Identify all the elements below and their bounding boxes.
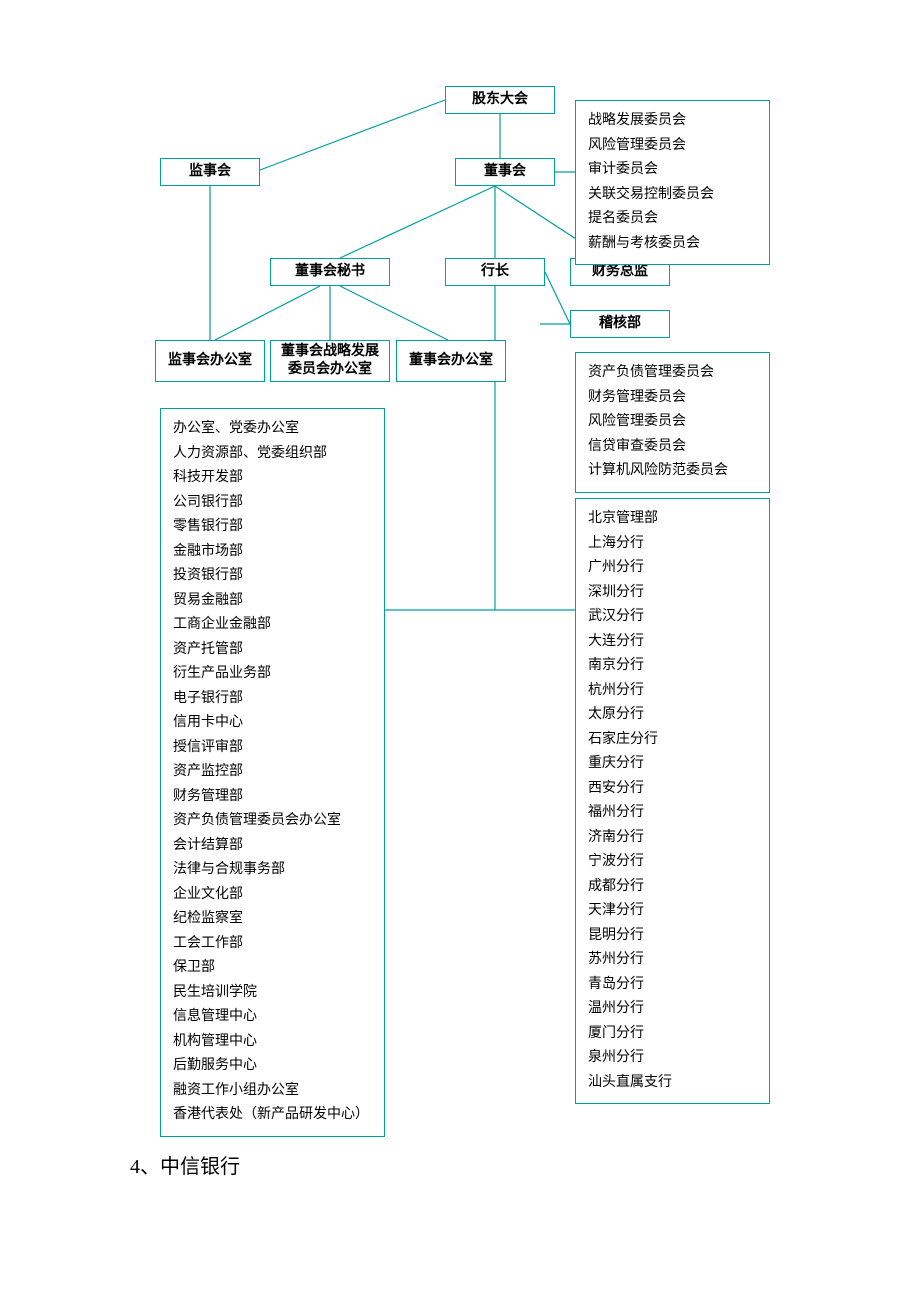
list-item: 重庆分行	[588, 752, 757, 777]
list-item: 深圳分行	[588, 581, 757, 606]
list-item: 贸易金融部	[173, 589, 372, 614]
list-item: 资产托管部	[173, 638, 372, 663]
list-item: 风险管理委员会	[588, 134, 757, 159]
list-item: 关联交易控制委员会	[588, 183, 757, 208]
node-strategy-office: 董事会战略发展委员会办公室	[270, 340, 390, 382]
committees-board: 战略发展委员会风险管理委员会审计委员会关联交易控制委员会提名委员会薪酬与考核委员…	[575, 100, 770, 265]
footer-heading: 4、中信银行	[130, 1150, 240, 1179]
list-item: 福州分行	[588, 801, 757, 826]
list-item: 石家庄分行	[588, 728, 757, 753]
node-audit-dept: 稽核部	[570, 310, 670, 338]
list-item: 天津分行	[588, 899, 757, 924]
node-shareholders: 股东大会	[445, 86, 555, 114]
edge-layer	[0, 0, 920, 1302]
list-item: 昆明分行	[588, 924, 757, 949]
list-item: 汕头直属支行	[588, 1071, 757, 1096]
list-item: 战略发展委员会	[588, 109, 757, 134]
list-item: 成都分行	[588, 875, 757, 900]
list-item: 资产监控部	[173, 760, 372, 785]
list-item: 信用卡中心	[173, 711, 372, 736]
node-board-of-directors: 董事会	[455, 158, 555, 186]
list-item: 投资银行部	[173, 564, 372, 589]
committees-management: 资产负债管理委员会财务管理委员会风险管理委员会信贷审查委员会计算机风险防范委员会	[575, 352, 770, 493]
node-president: 行长	[445, 258, 545, 286]
list-item: 信息管理中心	[173, 1005, 372, 1030]
list-item: 太原分行	[588, 703, 757, 728]
footer-text: 4、中信银行	[130, 1156, 240, 1178]
list-item: 会计结算部	[173, 834, 372, 859]
node-label: 董事会	[484, 163, 526, 181]
list-item: 提名委员会	[588, 207, 757, 232]
list-item: 武汉分行	[588, 605, 757, 630]
list-item: 泉州分行	[588, 1046, 757, 1071]
list-item: 南京分行	[588, 654, 757, 679]
list-item: 零售银行部	[173, 515, 372, 540]
node-label: 财务总监	[592, 263, 648, 281]
list-item: 机构管理中心	[173, 1030, 372, 1055]
list-item: 温州分行	[588, 997, 757, 1022]
list-item: 保卫部	[173, 956, 372, 981]
node-label: 董事会办公室	[409, 352, 493, 370]
list-item: 济南分行	[588, 826, 757, 851]
list-item: 资产负债管理委员会办公室	[173, 809, 372, 834]
list-item: 公司银行部	[173, 491, 372, 516]
list-item: 科技开发部	[173, 466, 372, 491]
list-item: 上海分行	[588, 532, 757, 557]
list-item: 民生培训学院	[173, 981, 372, 1006]
list-item: 后勤服务中心	[173, 1054, 372, 1079]
departments-list: 办公室、党委办公室人力资源部、党委组织部科技开发部公司银行部零售银行部金融市场部…	[160, 408, 385, 1137]
list-item: 融资工作小组办公室	[173, 1079, 372, 1104]
list-item: 宁波分行	[588, 850, 757, 875]
list-item: 杭州分行	[588, 679, 757, 704]
node-board-secretary: 董事会秘书	[270, 258, 390, 286]
node-supervisory-office: 监事会办公室	[155, 340, 265, 382]
node-label: 股东大会	[472, 91, 528, 109]
list-item: 办公室、党委办公室	[173, 417, 372, 442]
node-label: 董事会秘书	[295, 263, 365, 281]
list-item: 法律与合规事务部	[173, 858, 372, 883]
list-item: 金融市场部	[173, 540, 372, 565]
list-item: 青岛分行	[588, 973, 757, 998]
list-item: 计算机风险防范委员会	[588, 459, 757, 484]
node-label: 董事会战略发展委员会办公室	[275, 343, 385, 379]
node-label: 监事会办公室	[168, 352, 252, 370]
list-item: 广州分行	[588, 556, 757, 581]
list-item: 企业文化部	[173, 883, 372, 908]
list-item: 北京管理部	[588, 507, 757, 532]
list-item: 纪检监察室	[173, 907, 372, 932]
list-item: 薪酬与考核委员会	[588, 232, 757, 257]
list-item: 工会工作部	[173, 932, 372, 957]
list-item: 信贷审查委员会	[588, 435, 757, 460]
list-item: 衍生产品业务部	[173, 662, 372, 687]
list-item: 财务管理部	[173, 785, 372, 810]
list-item: 苏州分行	[588, 948, 757, 973]
list-item: 资产负债管理委员会	[588, 361, 757, 386]
list-item: 授信评审部	[173, 736, 372, 761]
list-item: 大连分行	[588, 630, 757, 655]
node-board-office: 董事会办公室	[396, 340, 506, 382]
list-item: 财务管理委员会	[588, 386, 757, 411]
node-label: 稽核部	[599, 315, 641, 333]
node-label: 监事会	[189, 163, 231, 181]
list-item: 工商企业金融部	[173, 613, 372, 638]
list-item: 西安分行	[588, 777, 757, 802]
list-item: 风险管理委员会	[588, 410, 757, 435]
list-item: 厦门分行	[588, 1022, 757, 1047]
node-label: 行长	[481, 263, 509, 281]
node-supervisory-board: 监事会	[160, 158, 260, 186]
list-item: 电子银行部	[173, 687, 372, 712]
list-item: 审计委员会	[588, 158, 757, 183]
list-item: 香港代表处（新产品研发中心）	[173, 1103, 372, 1128]
list-item: 人力资源部、党委组织部	[173, 442, 372, 467]
branches-list: 北京管理部上海分行广州分行深圳分行武汉分行大连分行南京分行杭州分行太原分行石家庄…	[575, 498, 770, 1104]
